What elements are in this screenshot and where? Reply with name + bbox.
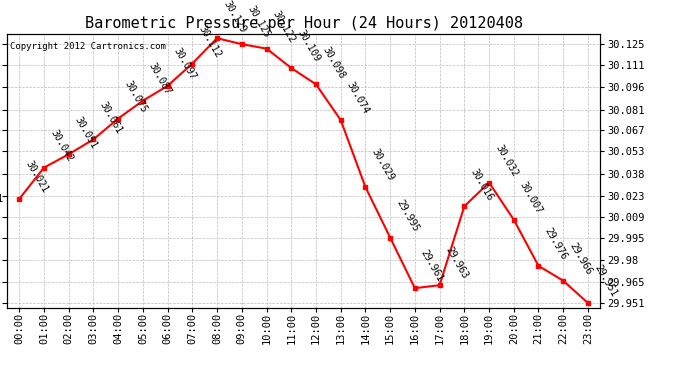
Title: Barometric Pressure per Hour (24 Hours) 20120408: Barometric Pressure per Hour (24 Hours) … xyxy=(85,16,522,31)
Text: 30.032: 30.032 xyxy=(493,143,520,178)
Text: 30.074: 30.074 xyxy=(345,80,371,116)
Text: 29.961: 29.961 xyxy=(419,249,445,284)
Text: 29.995: 29.995 xyxy=(394,198,421,233)
Text: 30.061: 30.061 xyxy=(97,100,124,135)
Text: 30.112: 30.112 xyxy=(197,24,223,59)
Text: 30.098: 30.098 xyxy=(320,45,346,80)
Text: 29.963: 29.963 xyxy=(444,246,470,281)
Text: 30.007: 30.007 xyxy=(518,180,544,216)
Text: 30.042: 30.042 xyxy=(48,128,75,164)
Text: 29.951: 29.951 xyxy=(592,263,618,299)
Text: 30.129: 30.129 xyxy=(221,0,248,34)
Text: 30.016: 30.016 xyxy=(469,166,495,202)
Text: 30.125: 30.125 xyxy=(246,4,273,40)
Text: 30.021: 30.021 xyxy=(23,159,50,195)
Text: 30.021: 30.021 xyxy=(0,194,4,204)
Text: 30.087: 30.087 xyxy=(147,61,173,96)
Text: 29.976: 29.976 xyxy=(542,226,569,262)
Text: 30.122: 30.122 xyxy=(270,9,297,45)
Text: 30.029: 30.029 xyxy=(370,147,396,183)
Text: Copyright 2012 Cartronics.com: Copyright 2012 Cartronics.com xyxy=(10,42,166,51)
Text: 30.075: 30.075 xyxy=(122,79,148,114)
Text: 30.051: 30.051 xyxy=(73,115,99,150)
Text: 30.097: 30.097 xyxy=(172,46,198,82)
Text: 29.966: 29.966 xyxy=(567,241,593,276)
Text: 30.109: 30.109 xyxy=(295,28,322,64)
